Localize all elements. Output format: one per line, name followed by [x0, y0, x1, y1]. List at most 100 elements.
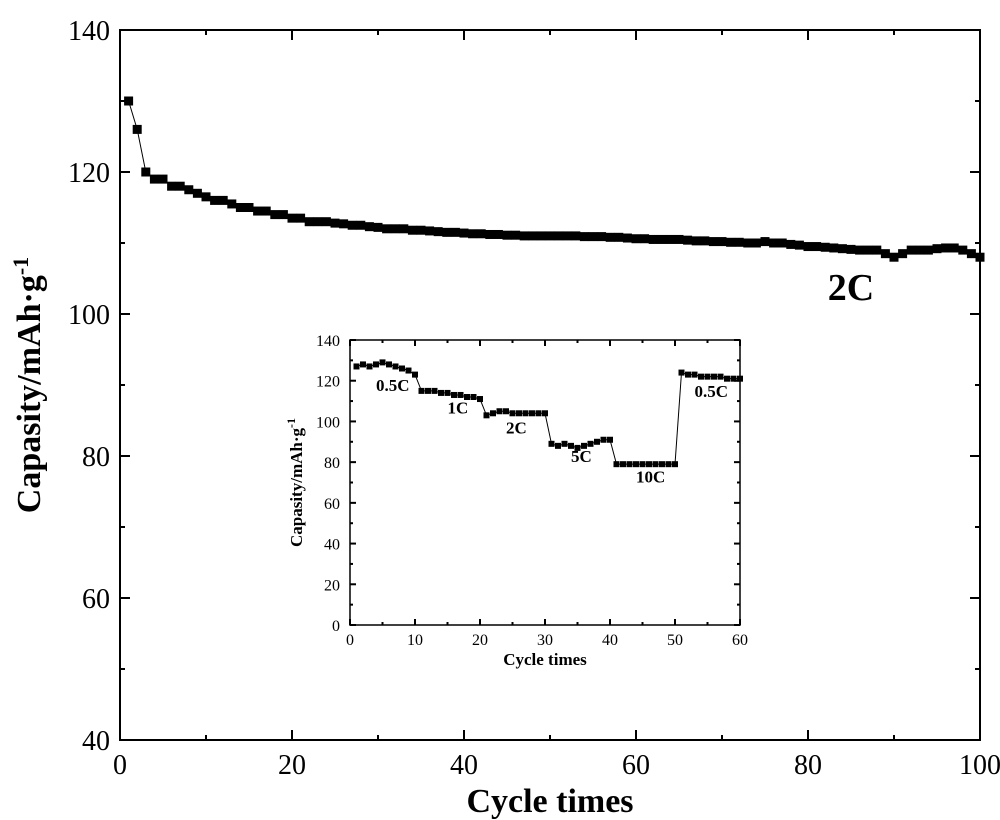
data-marker	[529, 410, 535, 416]
data-marker	[812, 242, 821, 251]
data-marker	[683, 236, 692, 245]
data-marker	[731, 376, 737, 382]
data-marker	[167, 182, 176, 191]
data-marker	[360, 361, 366, 367]
ylabel: Capasity/mAh·g-1	[284, 418, 306, 547]
data-marker	[270, 210, 279, 219]
annotation: 0.5C	[695, 382, 729, 401]
data-marker	[331, 219, 340, 228]
data-marker	[399, 224, 408, 233]
data-marker	[588, 441, 594, 447]
data-marker	[924, 246, 933, 255]
data-marker	[589, 232, 598, 241]
data-marker	[546, 231, 555, 240]
data-marker	[761, 237, 770, 246]
xtick-label: 80	[794, 750, 822, 781]
data-marker	[898, 249, 907, 258]
data-marker	[339, 219, 348, 228]
xtick-label: 60	[622, 750, 650, 781]
data-marker	[705, 374, 711, 380]
data-marker	[864, 246, 873, 255]
data-marker	[497, 408, 503, 414]
xtick-label: 60	[732, 632, 748, 649]
data-marker	[477, 229, 486, 238]
data-marker	[941, 243, 950, 252]
data-marker	[614, 233, 623, 242]
data-marker	[659, 461, 665, 467]
data-marker	[367, 363, 373, 369]
data-marker	[692, 372, 698, 378]
annotation: 5C	[571, 447, 592, 466]
xtick-label: 20	[278, 750, 306, 781]
data-marker	[373, 361, 379, 367]
data-marker	[262, 207, 271, 216]
data-marker	[477, 396, 483, 402]
data-marker	[555, 443, 561, 449]
data-marker	[313, 217, 322, 226]
data-marker	[735, 238, 744, 247]
xtick-label: 0	[346, 632, 354, 649]
data-marker	[838, 244, 847, 253]
data-marker	[425, 388, 431, 394]
data-marker	[279, 210, 288, 219]
data-marker	[743, 239, 752, 248]
data-marker	[692, 236, 701, 245]
data-marker	[458, 392, 464, 398]
data-marker	[666, 235, 675, 244]
data-marker	[724, 376, 730, 382]
ylabel: Capasity/mAh·g-1	[8, 257, 49, 513]
data-marker	[399, 366, 405, 372]
data-marker	[490, 410, 496, 416]
ytick-label: 0	[332, 618, 340, 635]
data-marker	[354, 363, 360, 369]
data-marker	[442, 228, 451, 237]
xtick-label: 40	[450, 750, 478, 781]
data-marker	[562, 441, 568, 447]
data-marker	[700, 236, 709, 245]
annotation: 2C	[506, 419, 527, 438]
data-marker	[494, 230, 503, 239]
data-marker	[425, 226, 434, 235]
data-marker	[210, 196, 219, 205]
data-marker	[769, 239, 778, 248]
data-marker	[503, 408, 509, 414]
data-marker	[542, 410, 548, 416]
xlabel: Cycle times	[503, 650, 587, 669]
data-marker	[718, 374, 724, 380]
xtick-label: 0	[113, 750, 127, 781]
data-marker	[288, 214, 297, 223]
annotation: 10C	[636, 468, 665, 487]
xlabel: Cycle times	[466, 783, 633, 820]
xtick-label: 20	[472, 632, 488, 649]
data-marker	[881, 249, 890, 258]
data-marker	[649, 235, 658, 244]
annotation: 1C	[448, 398, 469, 417]
data-marker	[133, 125, 142, 134]
data-marker	[193, 189, 202, 198]
data-marker	[580, 232, 589, 241]
xtick-label: 40	[602, 632, 618, 649]
xtick-label: 30	[537, 632, 553, 649]
data-marker	[890, 253, 899, 262]
data-marker	[726, 238, 735, 247]
data-marker	[640, 234, 649, 243]
data-marker	[958, 246, 967, 255]
data-marker	[348, 221, 357, 230]
data-marker	[468, 229, 477, 238]
data-marker	[391, 224, 400, 233]
data-marker	[666, 461, 672, 467]
data-marker	[471, 394, 477, 400]
data-marker	[657, 235, 666, 244]
data-marker	[709, 237, 718, 246]
xtick-label: 10	[407, 632, 423, 649]
data-marker	[412, 372, 418, 378]
annotation: 2C	[828, 267, 874, 309]
data-marker	[607, 437, 613, 443]
data-marker	[847, 245, 856, 254]
data-marker	[511, 231, 520, 240]
ytick-label: 120	[68, 158, 110, 189]
data-marker	[438, 390, 444, 396]
data-marker	[503, 231, 512, 240]
data-marker	[907, 246, 916, 255]
data-marker	[176, 182, 185, 191]
